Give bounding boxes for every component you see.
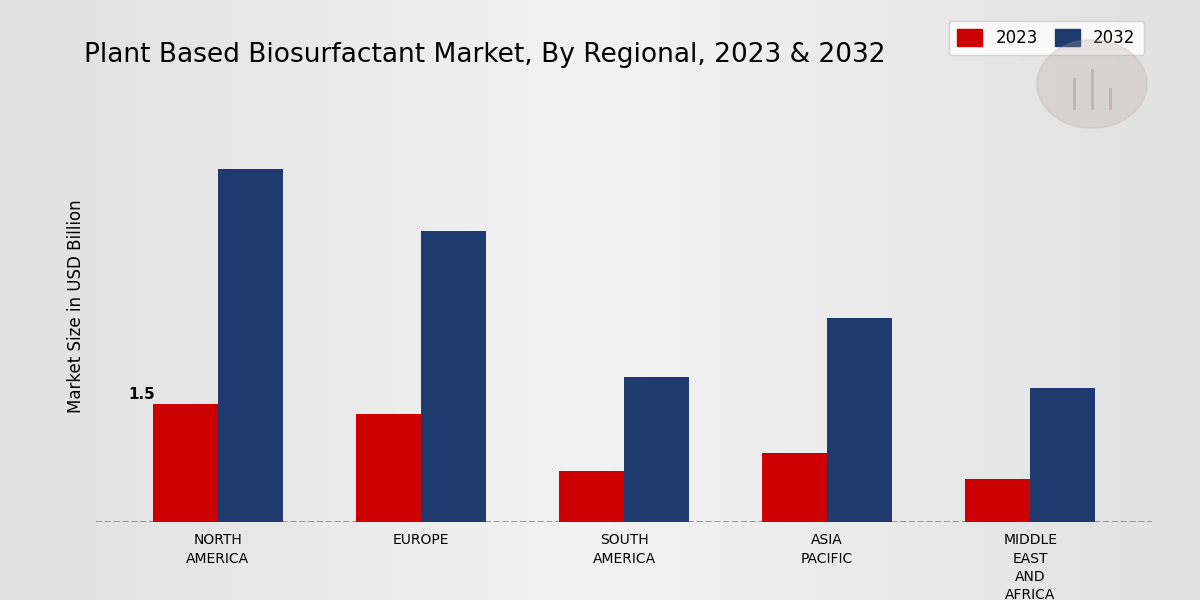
Legend: 2023, 2032: 2023, 2032: [949, 20, 1144, 55]
Bar: [152, 404, 218, 522]
Bar: [356, 413, 421, 522]
Text: 1.5: 1.5: [128, 386, 155, 401]
Bar: [965, 479, 1030, 522]
Bar: [1030, 388, 1096, 522]
Text: Plant Based Biosurfactant Market, By Regional, 2023 & 2032: Plant Based Biosurfactant Market, By Reg…: [84, 42, 886, 68]
Circle shape: [1037, 40, 1147, 128]
Bar: [559, 471, 624, 522]
Bar: [624, 377, 689, 522]
Y-axis label: Market Size in USD Billion: Market Size in USD Billion: [67, 199, 85, 413]
Bar: [827, 318, 892, 522]
Bar: [762, 453, 827, 522]
Bar: [218, 169, 283, 522]
Bar: [421, 232, 486, 522]
